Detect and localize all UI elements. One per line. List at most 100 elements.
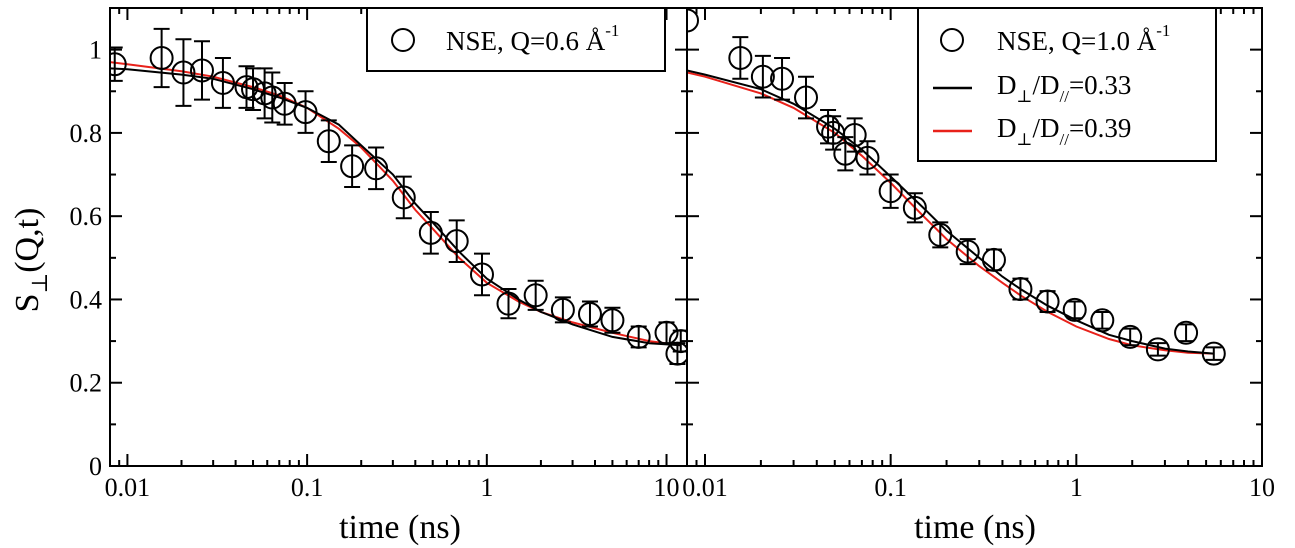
- data-marker: [418, 220, 443, 245]
- x-tick-label: 1: [480, 473, 493, 502]
- data-marker: [728, 45, 753, 70]
- data-point: [260, 71, 285, 124]
- x-tick-label: 0.01: [682, 473, 728, 502]
- x-tick-label: 0.1: [874, 473, 907, 502]
- data-point: [955, 238, 980, 266]
- right-plot-panel: 0.01 0.1 1 10 time (ns) NSE, Q=1.0 Å-1 D⊥/D…: [682, 7, 1275, 546]
- right-legend-box: [917, 7, 1217, 162]
- data-point: [550, 296, 575, 324]
- data-marker: [272, 91, 297, 116]
- data-marker: [626, 324, 651, 349]
- data-marker: [600, 308, 625, 333]
- left-x-axis-label: time (ns): [339, 509, 461, 546]
- data-point: [210, 56, 235, 109]
- legend-marker-circle: [391, 28, 415, 52]
- data-marker: [110, 52, 127, 77]
- data-marker: [687, 8, 699, 33]
- data-point: [149, 27, 174, 89]
- data-marker: [210, 70, 235, 95]
- data-marker: [855, 145, 880, 170]
- x-tick-label: 0.01: [105, 473, 151, 502]
- data-point: [340, 144, 365, 189]
- data-marker: [1174, 320, 1199, 345]
- data-point: [444, 219, 469, 263]
- data-marker: [340, 154, 365, 179]
- x-tick-label: 10: [1249, 473, 1275, 502]
- y-tick-label: 0.8: [70, 119, 103, 148]
- y-tick-label: 1: [89, 36, 102, 65]
- data-point: [391, 175, 416, 220]
- legend-entry-label: NSE, Q=1.0 Å-1: [997, 21, 1170, 56]
- data-marker: [364, 156, 389, 181]
- plot-area: [687, 8, 1226, 366]
- data-marker: [550, 297, 575, 322]
- data-marker: [1145, 337, 1170, 362]
- data-marker: [189, 58, 214, 83]
- data-marker: [981, 247, 1006, 272]
- data-marker: [794, 85, 819, 110]
- data-marker: [391, 185, 416, 210]
- data-marker: [654, 320, 679, 345]
- data-point: [496, 288, 521, 320]
- data-marker: [469, 262, 494, 287]
- legend-marker-circle: [940, 28, 964, 52]
- data-marker: [1062, 297, 1087, 322]
- x-tick-label: 1: [1070, 473, 1083, 502]
- data-point: [902, 192, 927, 224]
- data-point: [316, 119, 341, 164]
- left-plot-panel: 0.01 0.1 1 10 0 0.2 0.4 0.6 0.8 1 time (ns) NSE, …: [70, 7, 688, 546]
- data-point: [1008, 277, 1033, 302]
- left-axis-ticks: 0.01 0.1 1 10 0 0.2 0.4 0.6 0.8 1: [70, 7, 687, 502]
- data-point: [665, 341, 687, 366]
- data-point: [928, 221, 953, 249]
- data-marker: [750, 64, 775, 89]
- data-point: [469, 252, 494, 297]
- data-marker: [665, 341, 687, 366]
- data-marker: [928, 222, 953, 247]
- data-point: [293, 90, 318, 134]
- data-point: [577, 300, 602, 328]
- data-point: [418, 211, 443, 255]
- data-point: [171, 38, 196, 107]
- y-axis-label: S⊥(Q,t): [9, 208, 52, 313]
- left-legend: NSE, Q=0.6 Å-1: [366, 7, 666, 72]
- data-point: [794, 75, 819, 120]
- data-point: [1062, 297, 1087, 322]
- data-marker: [1035, 289, 1060, 314]
- data-marker: [878, 179, 903, 204]
- data-marker: [955, 239, 980, 264]
- data-point: [110, 46, 127, 82]
- y-tick-label: 0.6: [70, 202, 103, 231]
- data-point: [770, 56, 795, 101]
- svg-text:S⊥(Q,t): S⊥(Q,t): [9, 208, 52, 313]
- legend-entry-label: D⊥/D//=0.33: [997, 70, 1131, 106]
- data-point: [234, 65, 259, 109]
- data-point: [189, 40, 214, 101]
- data-point: [981, 247, 1006, 272]
- data-marker: [496, 291, 521, 316]
- data-point: [1174, 320, 1199, 345]
- data-marker: [293, 100, 318, 125]
- data-marker: [668, 329, 687, 354]
- left-legend-box: [366, 7, 666, 72]
- right-plot-content: [687, 8, 1226, 366]
- data-point: [364, 146, 389, 191]
- data-marker: [171, 60, 196, 85]
- data-point: [272, 81, 297, 126]
- right-legend: NSE, Q=1.0 Å-1 D⊥/D//=0.33 D⊥/D//=0.39: [917, 7, 1217, 162]
- data-point: [1201, 341, 1226, 366]
- data-point: [1118, 324, 1143, 349]
- data-point: [523, 279, 548, 311]
- data-marker: [316, 129, 341, 154]
- data-point: [1145, 337, 1170, 362]
- data-point: [1035, 289, 1060, 314]
- data-point: [842, 117, 867, 153]
- x-tick-label: 0.1: [291, 473, 324, 502]
- data-marker: [902, 195, 927, 220]
- data-marker: [1201, 341, 1226, 366]
- x-tick-label: 10: [654, 473, 680, 502]
- data-point: [855, 140, 880, 176]
- y-tick-label: 0.4: [70, 285, 103, 314]
- data-marker: [260, 85, 285, 110]
- data-point: [728, 36, 753, 80]
